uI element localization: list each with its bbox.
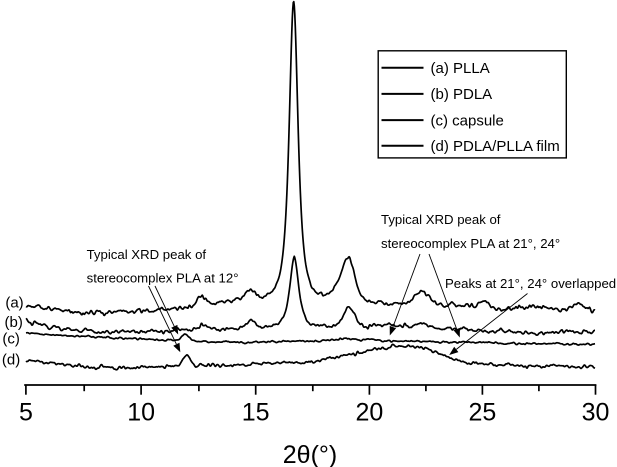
svg-text:20: 20 — [355, 399, 383, 427]
svg-text:Typical XRD peak of: Typical XRD peak of — [381, 212, 501, 227]
svg-text:(c) capsule: (c) capsule — [431, 112, 504, 129]
svg-text:15: 15 — [242, 399, 270, 427]
svg-text:(d): (d) — [2, 351, 20, 368]
svg-text:stereocomplex PLA at 21°, 24°: stereocomplex PLA at 21°, 24° — [381, 236, 560, 251]
svg-text:5: 5 — [19, 399, 33, 427]
svg-text:(b) PDLA: (b) PDLA — [431, 86, 493, 103]
svg-text:Typical XRD peak of: Typical XRD peak of — [87, 247, 207, 262]
svg-text:(c): (c) — [2, 331, 20, 348]
svg-text:(b): (b) — [5, 314, 23, 331]
svg-text:Peaks at 21°, 24° overlapped: Peaks at 21°, 24° overlapped — [445, 276, 616, 291]
svg-text:30: 30 — [582, 399, 610, 427]
svg-text:(a) PLLA: (a) PLLA — [431, 60, 490, 77]
svg-text:25: 25 — [468, 399, 496, 427]
svg-text:2θ(°): 2θ(°) — [283, 441, 337, 467]
svg-text:stereocomplex PLA at 12°: stereocomplex PLA at 12° — [87, 270, 239, 285]
svg-text:(a): (a) — [5, 295, 23, 312]
svg-text:(d) PDLA/PLLA film: (d) PDLA/PLLA film — [431, 138, 560, 155]
svg-text:10: 10 — [127, 399, 155, 427]
